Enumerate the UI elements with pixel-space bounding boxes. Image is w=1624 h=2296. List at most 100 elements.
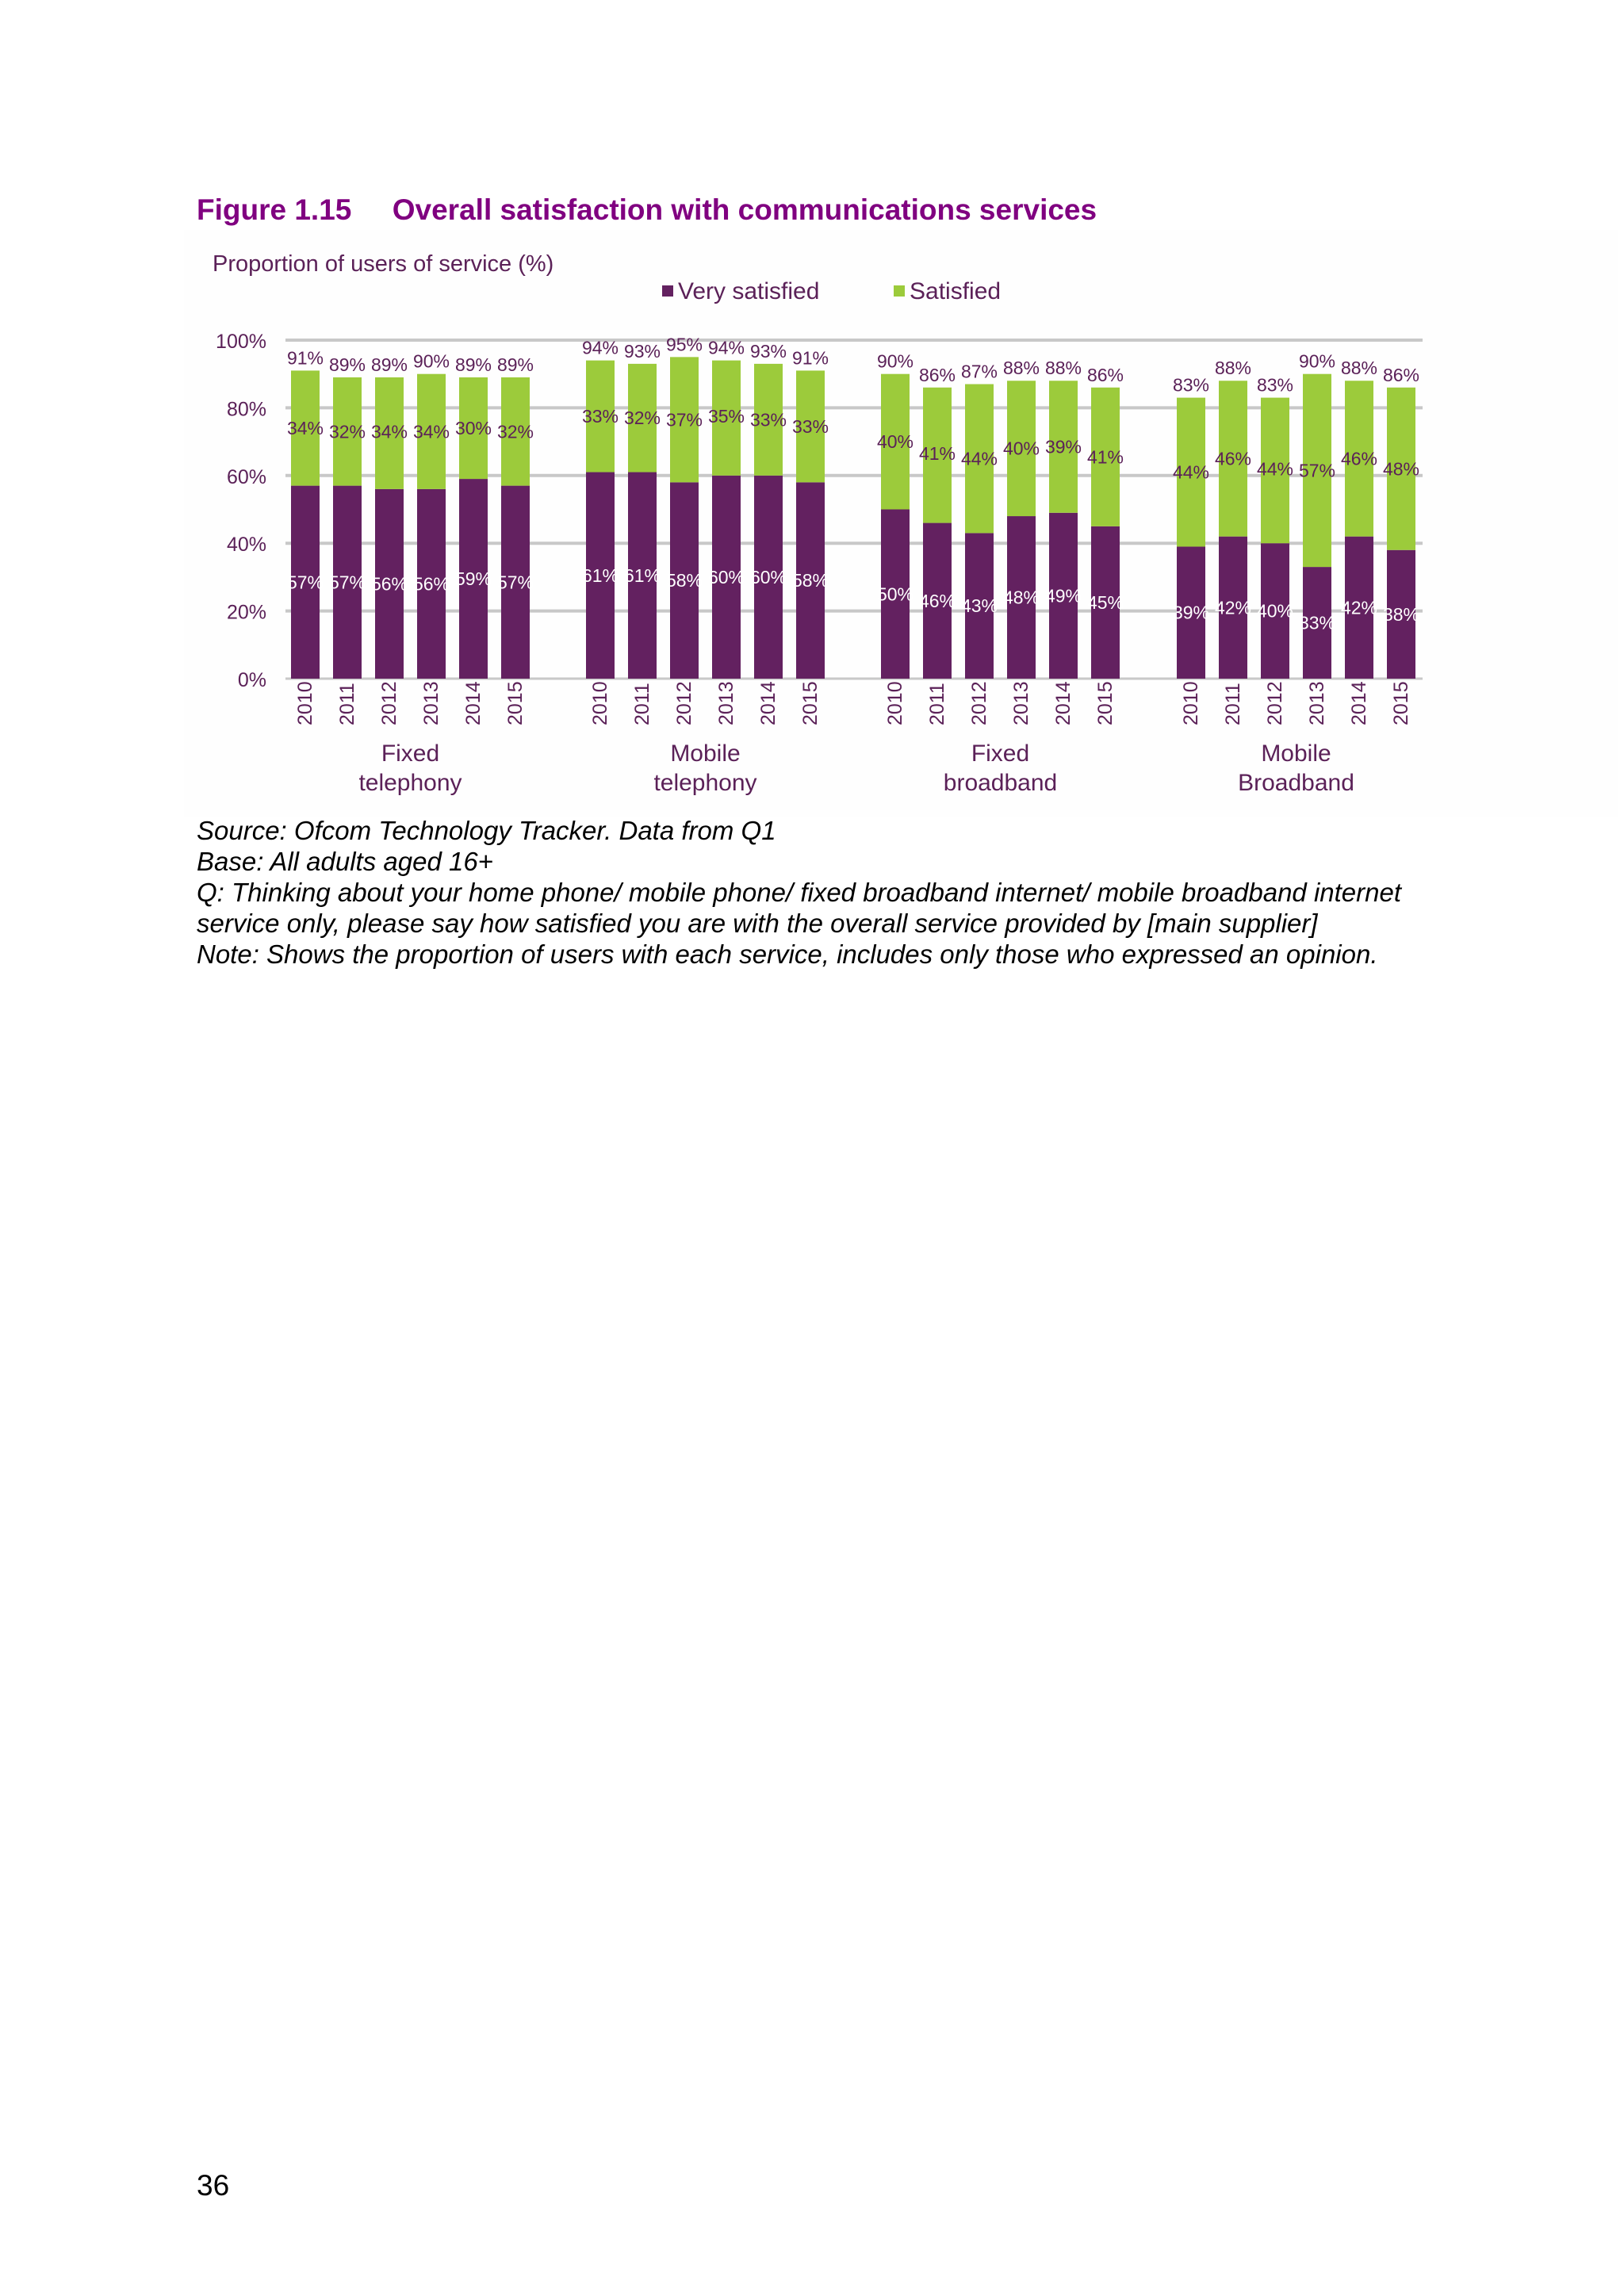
label-total: 94% [708,338,745,358]
label-very-satisfied: 60% [708,567,745,587]
label-very-satisfied: 42% [1341,597,1377,618]
bar-very-satisfied [712,475,741,679]
bar-satisfied [670,357,699,483]
bar-very-satisfied [333,485,362,679]
x-tick-year: 2011 [926,683,948,725]
label-total: 86% [1383,365,1419,385]
x-tick-year: 2011 [1222,683,1244,725]
x-tick-year: 2010 [884,681,906,725]
x-tick-year: 2015 [504,681,527,725]
x-tick-year: 2011 [336,683,358,725]
y-tick-label: 80% [227,398,266,420]
bar-very-satisfied [754,475,783,679]
chart-svg: Proportion of users of service (%) Very s… [184,230,1618,817]
label-very-satisfied: 46% [919,591,956,611]
label-very-satisfied: 58% [792,570,829,591]
label-very-satisfied: 43% [961,595,998,616]
label-very-satisfied: 40% [1257,601,1293,622]
label-total: 89% [371,354,408,375]
bar-very-satisfied [291,485,320,679]
label-satisfied: 57% [1299,460,1335,480]
bar-very-satisfied [965,533,994,679]
bar-satisfied [1261,397,1289,544]
label-satisfied: 40% [877,431,914,452]
label-very-satisfied: 38% [1383,604,1419,625]
y-tick-label: 20% [227,602,266,624]
bar-satisfied [291,370,320,486]
label-satisfied: 46% [1341,448,1377,469]
bar-very-satisfied [1387,549,1415,679]
label-very-satisfied: 48% [1003,587,1040,608]
label-total: 88% [1045,358,1082,378]
legend-label-very-satisfied: Very satisfied [678,278,819,304]
label-very-satisfied: 49% [1045,585,1082,606]
label-satisfied: 32% [624,408,661,428]
label-total: 86% [1087,365,1124,385]
label-total: 90% [877,351,914,372]
figure-title: Figure 1.15 Overall satisfaction with co… [197,193,1097,226]
figure-notes: Source: Ofcom Technology Tracker. Data f… [197,815,1402,970]
label-satisfied: 48% [1383,458,1419,479]
base-note: Base: All adults aged 16+ [197,847,493,876]
y-tick-label: 40% [227,534,266,556]
x-tick-year: 2010 [1180,681,1202,725]
bar-very-satisfied [586,472,615,679]
label-satisfied: 39% [1045,437,1082,457]
x-tick-year: 2012 [378,681,400,725]
label-very-satisfied: 56% [413,573,450,594]
x-tick-year: 2012 [1264,681,1286,725]
bar-satisfied [628,363,657,473]
satisfaction-chart: Proportion of users of service (%) Very s… [184,230,1618,817]
label-satisfied: 44% [1173,462,1209,483]
bar-satisfied [965,384,994,534]
bar-very-satisfied [628,472,657,679]
label-satisfied: 40% [1003,438,1040,459]
label-satisfied: 34% [371,421,408,442]
bar-satisfied [586,360,615,473]
bar-very-satisfied [1303,567,1331,679]
bar-very-satisfied [1219,536,1247,679]
y-axis-title: Proportion of users of service (%) [213,251,553,277]
label-satisfied: 37% [666,409,703,430]
label-very-satisfied: 60% [750,567,787,587]
bar-very-satisfied [1345,536,1373,679]
x-tick-year: 2014 [757,681,779,725]
x-tick-year: 2014 [462,681,485,725]
bar-very-satisfied [1049,512,1078,679]
label-total: 87% [961,362,998,382]
x-tick-year: 2013 [715,681,737,725]
bar-satisfied [1387,387,1415,550]
bar-satisfied [1049,381,1078,513]
group-label: Mobile [670,740,740,767]
bar-satisfied [1177,397,1205,547]
group-label: telephony [358,770,462,796]
bar-very-satisfied [1261,543,1289,679]
label-very-satisfied: 58% [666,570,703,591]
label-very-satisfied: 56% [371,573,408,594]
label-satisfied: 33% [750,409,787,430]
source-note: Source: Ofcom Technology Tracker. Data f… [197,816,776,845]
x-tick-year: 2014 [1052,681,1074,725]
bar-very-satisfied [1091,526,1120,679]
x-tick-year: 2011 [631,683,653,725]
y-tick-label: 60% [227,466,266,488]
label-total: 90% [413,351,450,372]
bar-very-satisfied [1177,546,1205,679]
label-total: 90% [1299,351,1335,372]
y-tick-label: 100% [216,331,266,353]
x-tick-year: 2015 [799,681,822,725]
bar-satisfied [796,370,825,483]
label-total: 86% [919,365,956,385]
label-total: 94% [582,338,619,358]
x-tick-year: 2013 [420,681,442,725]
label-total: 95% [666,334,703,354]
bar-very-satisfied [670,482,699,679]
bar-very-satisfied [459,479,488,679]
bar-very-satisfied [417,488,446,679]
bar-very-satisfied [923,522,952,679]
label-total: 89% [497,354,534,375]
x-tick-year: 2013 [1010,681,1032,725]
label-total: 89% [329,354,366,375]
question-note: Q: Thinking about your home phone/ mobil… [197,878,1402,938]
label-very-satisfied: 59% [455,568,492,589]
